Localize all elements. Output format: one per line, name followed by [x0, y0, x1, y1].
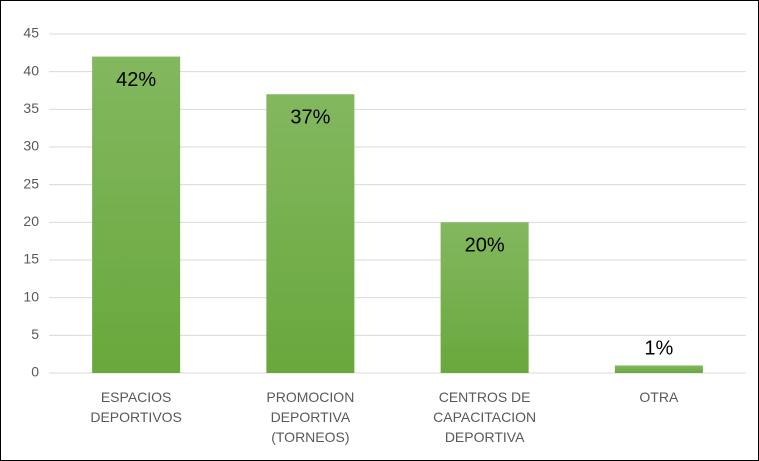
y-tick-label: 0 [31, 364, 39, 380]
data-label: 42% [116, 69, 156, 91]
y-tick-label: 30 [23, 138, 39, 154]
data-label: 37% [290, 107, 330, 129]
x-tick-label: OTRA [639, 389, 679, 405]
y-tick-label: 35 [23, 100, 39, 116]
y-tick-label: 5 [31, 326, 39, 342]
y-tick-label: 20 [23, 213, 39, 229]
x-tick-label: PROMOCION DEPORTIVA (TORNEOS) [266, 389, 355, 445]
bar-sheen [92, 56, 181, 373]
x-tick-label: ESPACIOS DEPORTIVOS [90, 389, 182, 425]
y-tick-label: 10 [23, 288, 39, 304]
bar-sheen [440, 222, 529, 373]
bar-sheen [614, 365, 703, 373]
x-tick-label: CENTROS DE CAPACITACION DEPORTIVA [433, 389, 537, 445]
data-label: 1% [644, 338, 673, 360]
y-tick-label: 25 [23, 175, 39, 191]
y-tick-label: 45 [23, 25, 39, 41]
bar-sheen [266, 94, 355, 374]
y-tick-label: 40 [23, 62, 39, 78]
y-tick-label: 15 [23, 251, 39, 267]
data-label: 20% [465, 235, 505, 257]
